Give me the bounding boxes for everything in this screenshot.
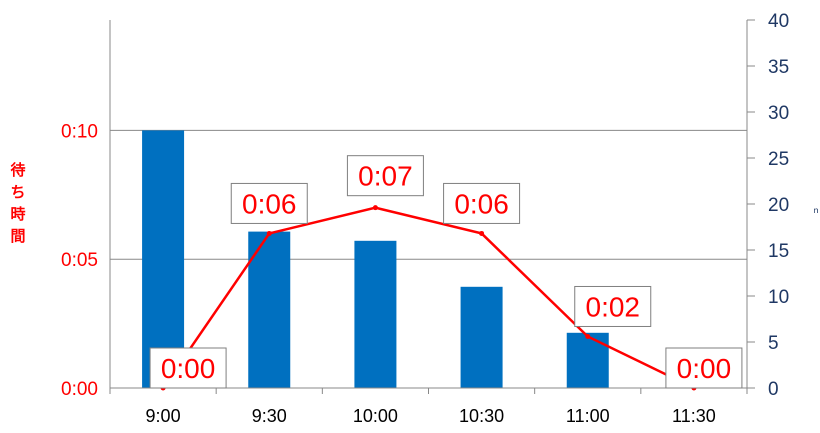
x-tick-label: 9:30 — [252, 406, 287, 426]
right-tick-label: 20 — [768, 195, 789, 216]
bar — [248, 231, 291, 388]
data-label-box — [149, 347, 227, 389]
gridlines — [110, 129, 747, 260]
line-point — [266, 230, 272, 236]
data-label-box — [346, 155, 424, 197]
left-tick-label: 0:05 — [61, 250, 98, 271]
data-label: 0:06 — [454, 188, 509, 219]
left-tick-label: 0:10 — [61, 121, 98, 142]
data-label-box — [230, 182, 308, 224]
data-label: 0:00 — [677, 353, 732, 384]
data-label: 0:00 — [161, 353, 216, 384]
data-label: 0:02 — [586, 291, 641, 322]
wait-time-line — [162, 206, 695, 390]
bar — [566, 332, 609, 388]
right-tick-label: 35 — [768, 57, 789, 78]
right-tick-label: 5 — [768, 333, 779, 354]
axis-ticks: 0:00 0:05 0:10 0 5 10 15 20 25 30 35 40 9:00 9:30 10:0… — [61, 11, 789, 426]
left-axis-label-char-2: 時 — [10, 205, 25, 223]
right-tick-label: 15 — [768, 241, 789, 262]
bar-series — [142, 130, 715, 388]
data-label: 0:07 — [358, 161, 413, 192]
data-label-box — [574, 285, 652, 327]
right-axis-label: ｎ — [812, 206, 820, 215]
line-point — [479, 230, 485, 236]
x-tick-label: 10:30 — [459, 406, 504, 426]
data-label: 0:06 — [242, 188, 297, 219]
x-tick-label: 11:00 — [566, 406, 610, 426]
right-tick-label: 25 — [768, 149, 789, 170]
axes — [109, 20, 748, 389]
bar — [354, 240, 397, 388]
bar — [460, 286, 503, 388]
x-tick-label: 11:30 — [672, 406, 716, 426]
line-point — [585, 333, 591, 339]
x-tick-label: 9:00 — [146, 406, 181, 426]
right-tick-label: 10 — [768, 287, 789, 308]
data-label-box — [665, 347, 743, 389]
left-axis-label-char-1: ち — [10, 183, 25, 201]
line-point — [372, 205, 378, 211]
x-tick-label: 10:00 — [353, 406, 398, 426]
left-tick-label: 0:00 — [61, 379, 98, 400]
right-tick-label: 0 — [768, 379, 779, 400]
right-tick-label: 40 — [768, 11, 789, 32]
right-tick-label: 30 — [768, 103, 789, 124]
data-label-callouts: 0:00 0:06 0:07 0:06 0:02 0:00 — [149, 155, 743, 389]
bar — [142, 130, 185, 388]
left-axis-label-char-3: 間 — [10, 227, 25, 245]
data-label-box — [443, 182, 521, 224]
left-axis-label-char-0: 待 — [10, 161, 25, 179]
